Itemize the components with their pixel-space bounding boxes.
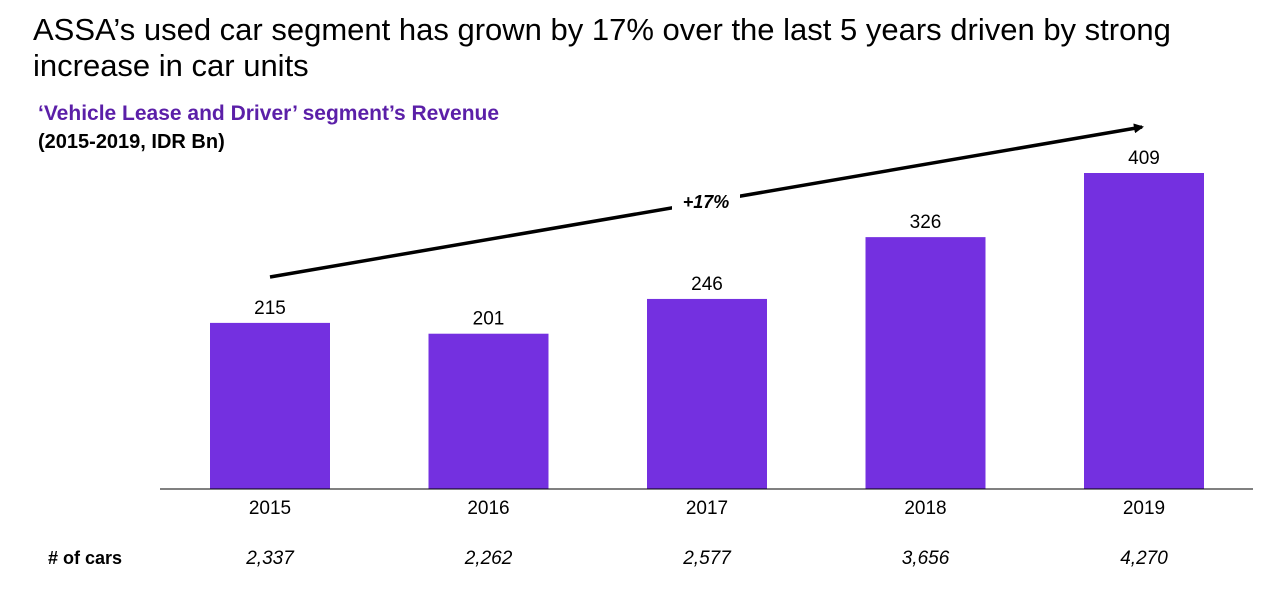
growth-annotation: +17% — [683, 192, 730, 212]
data-label-2018: 326 — [910, 212, 942, 233]
x-tick-label-2017: 2017 — [686, 498, 728, 519]
x-tick-label-2018: 2018 — [904, 498, 946, 519]
cars-count-2019: 4,270 — [1120, 548, 1168, 569]
bar-2018 — [865, 237, 986, 489]
data-label-2015: 215 — [254, 298, 286, 319]
chart-title: ‘Vehicle Lease and Driver’ segment’s Rev… — [38, 102, 500, 125]
bar-2015 — [210, 322, 330, 489]
bar-2016 — [428, 333, 549, 489]
cars-row-label: # of cars — [48, 548, 123, 568]
page-headline: ASSA’s used car segment has grown by 17%… — [33, 12, 1171, 83]
cars-count-2016: 2,262 — [464, 548, 513, 569]
cars-count-2017: 2,577 — [682, 548, 732, 569]
cars-count-2015: 2,337 — [245, 548, 295, 569]
data-label-2017: 246 — [691, 274, 723, 295]
chart-subtitle: (2015-2019, IDR Bn) — [38, 131, 225, 153]
x-tick-label-2016: 2016 — [467, 498, 509, 519]
x-tick-label-2015: 2015 — [249, 498, 291, 519]
growth-annotation-background — [672, 188, 740, 214]
cars-count-2018: 3,656 — [902, 548, 950, 569]
data-label-2016: 201 — [473, 309, 505, 330]
bar-2019 — [1084, 173, 1204, 489]
data-label-2019: 409 — [1128, 148, 1160, 169]
bar-2017 — [647, 298, 767, 489]
x-tick-label-2019: 2019 — [1123, 498, 1165, 519]
